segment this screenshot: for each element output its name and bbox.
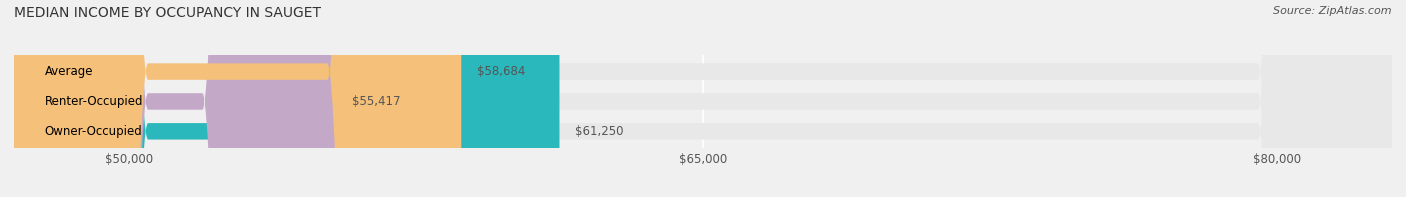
Text: MEDIAN INCOME BY OCCUPANCY IN SAUGET: MEDIAN INCOME BY OCCUPANCY IN SAUGET bbox=[14, 6, 321, 20]
Text: Renter-Occupied: Renter-Occupied bbox=[45, 95, 143, 108]
Text: Source: ZipAtlas.com: Source: ZipAtlas.com bbox=[1274, 6, 1392, 16]
Text: Owner-Occupied: Owner-Occupied bbox=[45, 125, 142, 138]
Text: $55,417: $55,417 bbox=[352, 95, 401, 108]
FancyBboxPatch shape bbox=[14, 0, 336, 197]
FancyBboxPatch shape bbox=[14, 0, 1392, 197]
Text: $61,250: $61,250 bbox=[575, 125, 623, 138]
FancyBboxPatch shape bbox=[14, 0, 1392, 197]
FancyBboxPatch shape bbox=[14, 0, 461, 197]
FancyBboxPatch shape bbox=[14, 0, 1392, 197]
Text: $58,684: $58,684 bbox=[477, 65, 524, 78]
Text: Average: Average bbox=[45, 65, 93, 78]
FancyBboxPatch shape bbox=[14, 0, 560, 197]
